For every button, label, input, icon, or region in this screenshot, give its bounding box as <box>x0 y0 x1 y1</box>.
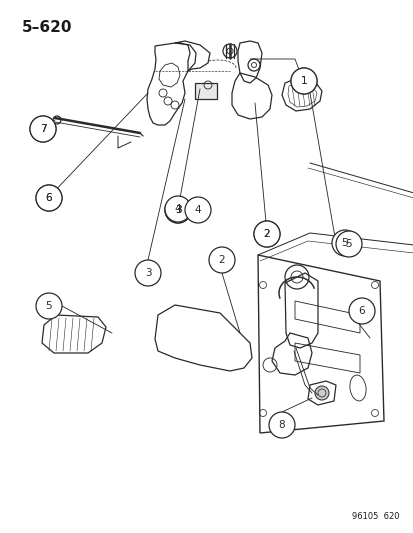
Text: 2: 2 <box>218 255 225 265</box>
Circle shape <box>209 247 235 273</box>
Text: 1: 1 <box>300 76 306 86</box>
Text: 5: 5 <box>341 238 347 248</box>
Circle shape <box>30 116 56 142</box>
Circle shape <box>348 298 374 324</box>
Circle shape <box>165 197 190 223</box>
Circle shape <box>135 260 161 286</box>
Circle shape <box>290 68 316 94</box>
Text: 5: 5 <box>345 239 351 249</box>
Circle shape <box>165 197 190 223</box>
FancyBboxPatch shape <box>195 83 216 99</box>
Text: 3: 3 <box>174 205 181 215</box>
Circle shape <box>254 221 279 247</box>
Text: 2: 2 <box>263 229 270 239</box>
Text: 1: 1 <box>300 76 306 86</box>
Circle shape <box>284 265 308 289</box>
Circle shape <box>53 116 61 124</box>
Circle shape <box>254 221 279 247</box>
Text: 7: 7 <box>40 124 46 134</box>
Circle shape <box>290 68 316 94</box>
Circle shape <box>335 231 361 257</box>
Text: 5–620: 5–620 <box>22 20 72 35</box>
Circle shape <box>247 59 259 71</box>
Circle shape <box>268 412 294 438</box>
Circle shape <box>314 386 328 400</box>
Text: 4: 4 <box>174 204 181 214</box>
Text: 6: 6 <box>358 306 364 316</box>
Text: 2: 2 <box>263 229 270 239</box>
Circle shape <box>223 44 236 58</box>
Text: 8: 8 <box>278 420 285 430</box>
Text: 7: 7 <box>40 124 46 134</box>
Circle shape <box>185 197 211 223</box>
Circle shape <box>36 185 62 211</box>
Circle shape <box>331 230 357 256</box>
Text: 96105  620: 96105 620 <box>351 512 399 521</box>
Text: 6: 6 <box>45 193 52 203</box>
Circle shape <box>36 185 62 211</box>
Text: 4: 4 <box>194 205 201 215</box>
Text: 3: 3 <box>174 205 181 215</box>
Text: 5: 5 <box>45 301 52 311</box>
Text: 6: 6 <box>45 193 52 203</box>
Circle shape <box>165 196 190 222</box>
Circle shape <box>30 116 56 142</box>
Text: 3: 3 <box>144 268 151 278</box>
Circle shape <box>36 293 62 319</box>
